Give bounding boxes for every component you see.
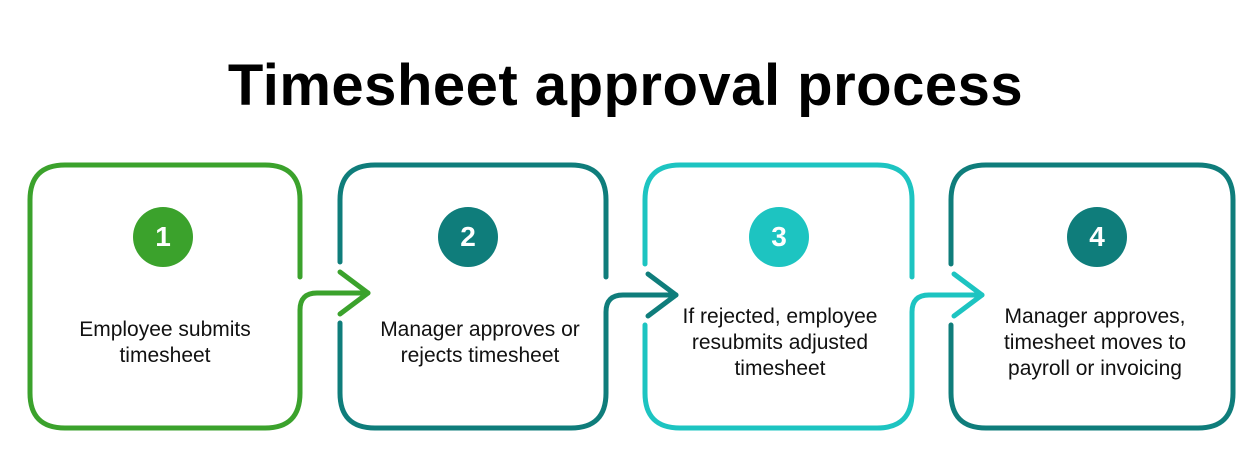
step-3-box xyxy=(642,162,985,431)
diagram-title: Timesheet approval process xyxy=(227,53,1024,118)
step-4-text: Manager approves, timesheet moves to pay… xyxy=(1003,305,1187,380)
arrow-1-head xyxy=(337,269,371,317)
step-1-text: Employee submits timesheet xyxy=(79,318,251,367)
step-3-text: If rejected, employee resubmits adjusted… xyxy=(682,305,878,380)
step-2-number-badge: 2 xyxy=(438,207,498,267)
step-4-box xyxy=(948,162,1236,431)
step-4-number-badge: 4 xyxy=(1067,207,1127,267)
step-1-box xyxy=(27,162,371,431)
step-2-box xyxy=(337,162,679,431)
arrow-3-head xyxy=(951,271,985,319)
step-3-number-badge: 3 xyxy=(749,207,809,267)
arrow-2-head xyxy=(645,271,679,319)
step-2-text: Manager approves or rejects timesheet xyxy=(380,318,580,367)
step-1-number-badge: 1 xyxy=(133,207,193,267)
